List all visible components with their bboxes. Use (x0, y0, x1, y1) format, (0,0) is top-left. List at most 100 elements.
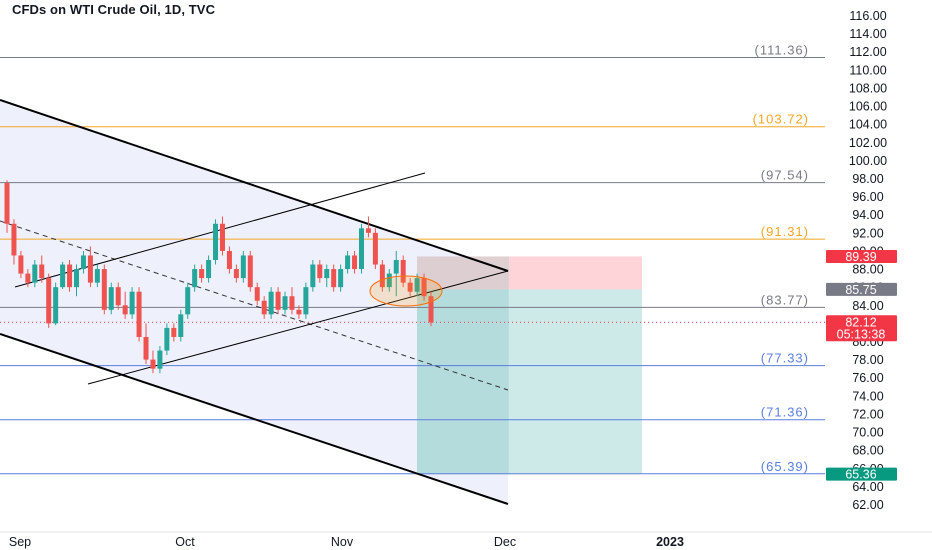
candle-body (115, 287, 121, 306)
candle-body (386, 273, 392, 288)
candle-body (393, 260, 399, 274)
candle-body (67, 264, 73, 288)
y-tick-label: 102.00 (849, 136, 887, 150)
x-tick-label: Dec (494, 535, 516, 549)
candle-body (289, 296, 295, 310)
candle-body (219, 223, 225, 251)
candle-body (407, 282, 413, 292)
candle-body (32, 264, 38, 283)
candle-body (268, 291, 274, 315)
price-badge-label: 85.75 (845, 283, 876, 297)
candle-body (185, 287, 191, 315)
y-tick-label: 100.00 (849, 154, 887, 168)
y-tick-label: 68.00 (852, 444, 883, 458)
candle-body (352, 255, 358, 270)
channel-lower-line (0, 333, 509, 505)
x-tick-label: Nov (331, 535, 354, 549)
candle-body (206, 260, 212, 279)
level-label: (103.72) (753, 112, 809, 127)
candle-body (87, 255, 93, 283)
candle-body (303, 287, 309, 315)
y-tick-label: 62.00 (852, 498, 883, 512)
y-tick-label: 84.00 (852, 299, 883, 313)
candle-body (192, 269, 198, 288)
candle-body (310, 264, 316, 288)
level-label: (97.54) (761, 168, 809, 183)
x-tick-label: Oct (175, 535, 195, 549)
price-badge (826, 467, 897, 481)
candle-body (129, 291, 135, 315)
x-tick-label: Sep (9, 535, 31, 549)
candle-body (178, 314, 184, 337)
candle-body (53, 287, 59, 324)
candle-body (282, 296, 288, 310)
candle-body (108, 287, 114, 310)
candle-body (317, 264, 323, 279)
candle-body (338, 269, 344, 288)
y-tick-label: 78.00 (852, 353, 883, 367)
y-tick-label: 72.00 (852, 407, 883, 421)
price-badge (826, 315, 897, 342)
level-label: (91.31) (761, 224, 809, 239)
candle-body (421, 278, 427, 297)
y-tick-label: 116.00 (849, 9, 886, 23)
candle-body (39, 264, 45, 279)
x-tick-label: 2023 (656, 535, 684, 549)
y-tick-label: 110.00 (849, 63, 886, 77)
candle-body (296, 309, 302, 315)
candle-body (414, 278, 420, 292)
candle-body (143, 336, 149, 360)
candle-body (275, 291, 281, 310)
y-tick-label: 108.00 (849, 81, 887, 95)
candle-body (331, 269, 337, 288)
level-label: (111.36) (755, 43, 810, 58)
candle-body (400, 260, 406, 283)
price-badge (826, 249, 897, 263)
candle-body (247, 255, 253, 288)
candle-body (171, 327, 177, 337)
candle-body (324, 269, 330, 279)
level-label: (65.39) (761, 459, 809, 474)
candle-body (254, 287, 260, 301)
candle-body (213, 223, 219, 260)
candle-body (379, 264, 385, 288)
candle-body (18, 255, 24, 274)
candle-body (60, 264, 66, 288)
y-tick-label: 94.00 (852, 208, 883, 222)
chart-title: CFDs on WTI Crude Oil, 1D, TVC (12, 2, 216, 17)
level-label: (71.36) (761, 405, 809, 420)
y-tick-label: 88.00 (852, 263, 883, 277)
y-tick-label: 98.00 (852, 172, 883, 186)
candle-body (345, 255, 351, 270)
y-tick-label: 64.00 (852, 480, 883, 494)
candle-body (164, 327, 170, 351)
candle-body (157, 350, 163, 369)
candle-body (240, 255, 246, 279)
y-tick-label: 74.00 (852, 389, 883, 403)
countdown-label: 05:13:38 (837, 327, 886, 341)
candle-body (428, 296, 434, 323)
candle-body (122, 305, 128, 315)
candle-body (101, 269, 107, 310)
candle-body (372, 232, 378, 265)
breakdown-highlight (369, 275, 443, 307)
candle-body (365, 228, 371, 233)
price-badge (826, 282, 897, 296)
level-label: (77.33) (761, 351, 809, 366)
channel-upper-line (0, 99, 509, 272)
candle-body (4, 183, 10, 224)
price-badge-label: 89.39 (845, 250, 876, 264)
y-tick-label: 70.00 (852, 426, 883, 440)
profit-target-zone (417, 289, 642, 475)
y-tick-label: 76.00 (852, 371, 883, 385)
candle-body (233, 269, 239, 279)
candle-body (74, 269, 80, 288)
y-tick-label: 112.00 (849, 45, 886, 59)
price-badge-label: 65.36 (845, 468, 876, 482)
candle-body (150, 359, 156, 369)
candle-body (46, 278, 52, 324)
candle-body (199, 269, 205, 279)
y-tick-label: 92.00 (852, 226, 883, 240)
price-badge-label: 82.12 (845, 315, 876, 329)
